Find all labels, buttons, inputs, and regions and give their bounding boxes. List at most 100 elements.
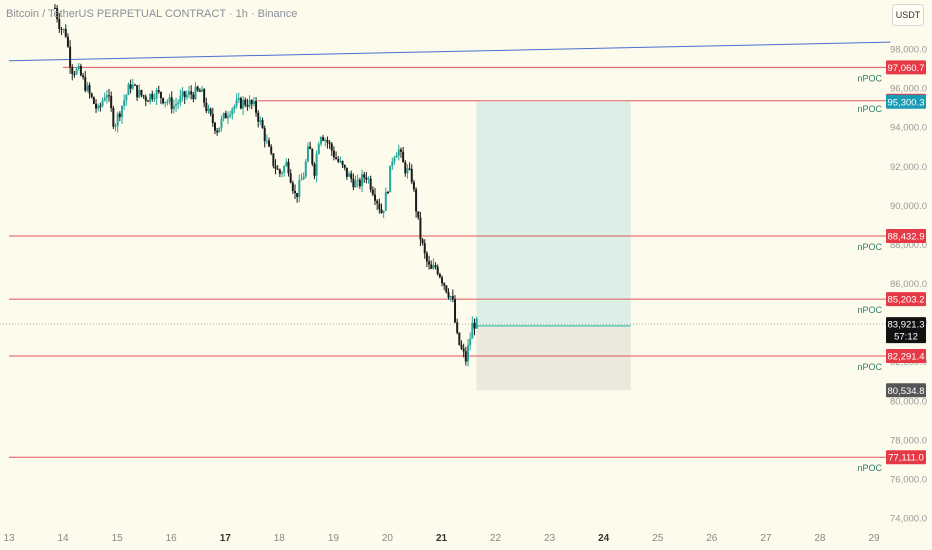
candle-body [149,93,152,102]
npoc-label: nPOC [857,362,882,372]
candle-body [263,128,266,142]
level-price-tag: 88,432.9 [888,231,925,242]
candle-body [155,90,158,99]
candle-body [436,266,439,274]
candle-body [125,94,128,101]
candle-body [313,164,316,176]
candle-body [242,99,245,109]
candle-body [123,100,126,106]
npoc-label: nPOC [857,73,882,83]
candle-body [194,86,197,100]
candle-body [196,86,199,91]
y-tick-label: 90,000.0 [890,201,927,212]
candle-body [356,179,359,181]
candle-body [259,120,262,122]
candle-body [354,180,357,188]
y-tick-label: 76,000.0 [890,474,927,485]
candle-body [456,322,459,333]
candle-body [309,146,312,150]
candle-body [71,67,74,74]
candle-body [86,85,89,91]
candle-body [90,93,93,98]
candle-body [151,93,154,99]
npoc-label: nPOC [857,104,882,114]
candle-body [412,182,415,190]
candle-body [103,97,106,101]
candle-body [216,130,219,133]
candle-body [224,113,227,119]
candle-body [175,104,178,106]
candle-body [198,90,201,92]
candle-body [246,104,249,107]
candle-body [120,105,123,118]
candle-body [252,100,255,105]
candle-body [131,84,134,89]
candle-body [62,29,65,31]
candle-body [311,149,314,165]
last-price-tag-bg [886,317,926,344]
candle-body [350,173,353,179]
level-price-tag: 82,291.4 [888,351,925,362]
candle-body [88,85,91,94]
target-price-tag-bg [886,94,926,109]
candle-body [205,102,208,112]
x-tick-label: 17 [220,533,232,544]
candle-body [226,116,229,119]
y-tick-label: 86,000.0 [890,279,927,290]
candle-body [159,91,162,99]
candle-body [105,95,108,98]
level-price-tag-bg [886,450,926,465]
candle-body [183,91,186,98]
candle-body [265,140,268,142]
candle-body [272,153,275,166]
candle-body [203,89,206,103]
candle-body [237,98,240,100]
candle-body [345,167,348,177]
npoc-label: nPOC [857,463,882,473]
candle-body [270,146,273,154]
candle-body [315,154,318,176]
y-tick-label: 78,000.0 [890,435,927,446]
candle-body [454,299,457,323]
candle-body [144,96,147,101]
candle-body [289,173,292,183]
candle-body [268,140,271,147]
candle-body [434,265,437,267]
candle-body [462,348,465,352]
x-tick-label: 25 [652,533,664,544]
candle-body [73,73,76,75]
candle-body [177,102,180,105]
candle-body [192,94,195,100]
candle-body [231,108,234,115]
candle-body [326,140,329,143]
candle-body [153,98,156,100]
candle-body [278,169,281,174]
candle-body [281,172,284,174]
candle-body [136,85,139,98]
candle-body [64,29,67,37]
level-price-tag-bg [886,60,926,75]
candle-body [369,178,372,190]
currency-button[interactable]: USDT [892,4,924,26]
candle-body [425,253,428,262]
candle-body [138,90,141,98]
candle-body [428,261,431,265]
candle-body [75,68,78,75]
candle-body [393,157,396,162]
candle-body [324,140,327,142]
candle-body [363,174,366,178]
candle-body [69,46,72,68]
x-tick-label: 27 [760,533,772,544]
candle-body [415,189,418,212]
candle-body [60,28,63,30]
candle-body [142,95,145,97]
y-tick-label: 88,000.0 [890,240,927,251]
candle-body [166,101,169,103]
x-tick-label: 24 [598,533,610,544]
candle-body [207,108,210,112]
candle-body [361,174,364,187]
candle-body [220,118,223,128]
candle-body [255,100,258,113]
candle-body [443,283,446,286]
